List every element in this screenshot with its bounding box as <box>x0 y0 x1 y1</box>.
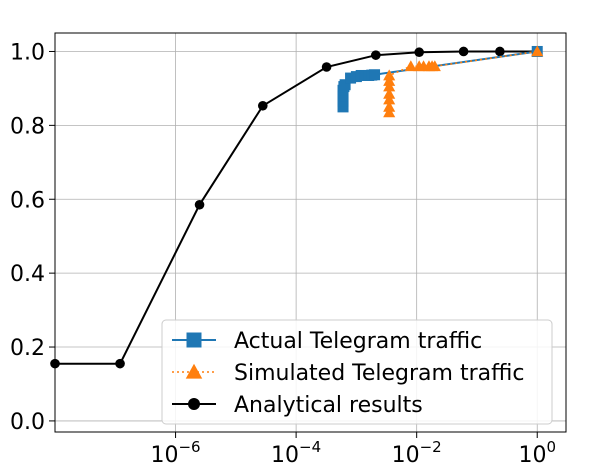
data-point <box>383 80 396 92</box>
series-triangle <box>383 45 544 118</box>
y-tick-label: 0.2 <box>10 336 45 361</box>
x-tick-label: 10−4 <box>271 438 321 468</box>
data-point <box>531 45 544 57</box>
legend-marker <box>186 332 202 348</box>
legend: Actual Telegram traffic Simulated Telegra… <box>161 319 553 425</box>
y-tick-label: 0.8 <box>10 114 45 139</box>
series-line <box>388 50 538 113</box>
data-point <box>337 90 349 102</box>
data-point <box>337 95 349 107</box>
legend-item: Analytical results <box>172 393 423 418</box>
data-point <box>383 69 396 81</box>
legend-marker <box>185 363 203 379</box>
data-point <box>495 46 505 57</box>
legend-label: Actual Telegram traffic <box>234 329 482 354</box>
y-tick-label: 1.0 <box>10 40 45 65</box>
data-point <box>458 46 469 57</box>
data-point <box>257 100 268 111</box>
data-point <box>404 60 417 72</box>
x-tick-label: 100 <box>518 438 556 468</box>
series-layer <box>50 45 544 369</box>
data-point <box>383 87 396 99</box>
data-point <box>115 358 125 369</box>
x-tick-label: 10−6 <box>150 438 200 468</box>
legend-item: Simulated Telegram traffic <box>172 361 524 386</box>
data-point <box>337 101 349 113</box>
data-point <box>345 72 357 84</box>
legend-item: Actual Telegram traffic <box>172 329 482 354</box>
data-point <box>428 60 441 72</box>
data-point <box>371 50 381 60</box>
series-square <box>337 45 543 113</box>
axes: 10−6 10−4 10−2 100 0.0 0.2 0.4 0.6 0.8 1.0 <box>10 40 556 468</box>
y-tick-label: 0.0 <box>10 410 45 435</box>
legend-box <box>161 319 553 425</box>
data-point <box>383 93 396 105</box>
legend-marker <box>188 398 200 410</box>
y-tick-label: 0.6 <box>10 188 45 213</box>
series-line <box>55 50 538 365</box>
data-point <box>383 100 396 112</box>
data-point <box>194 199 205 210</box>
data-point <box>339 79 351 91</box>
y-tick-label: 0.4 <box>10 262 45 287</box>
x-tick-label: 10−2 <box>392 438 442 468</box>
legend-label: Simulated Telegram traffic <box>234 361 524 386</box>
data-point <box>383 106 396 118</box>
data-point <box>369 69 381 81</box>
legend-label: Analytical results <box>234 393 423 418</box>
data-point <box>383 74 396 86</box>
data-point <box>321 62 332 72</box>
data-point <box>414 47 424 58</box>
plot-frame <box>54 32 567 433</box>
